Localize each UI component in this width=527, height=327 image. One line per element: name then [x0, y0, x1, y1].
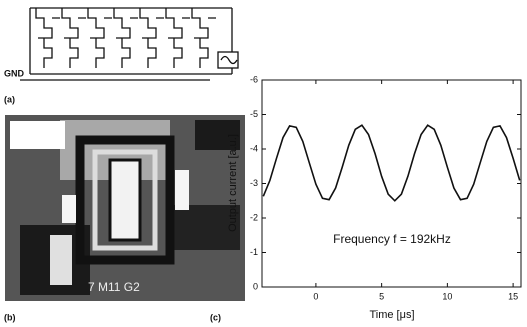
y-tick-label: -6 [250, 74, 258, 84]
y-axis-title: Output current [a.u.] [227, 134, 239, 232]
panel-label: (b) [4, 312, 16, 322]
inverter-stage [88, 8, 112, 68]
chip-marking: 7 M11 G2 [88, 280, 140, 294]
inverter-stage [140, 8, 164, 68]
x-tick-label: 15 [508, 291, 518, 301]
chip-pad [175, 170, 189, 210]
y-tick-label: 0 [253, 281, 258, 291]
chip-photo: 7 M11 G2 [5, 115, 245, 301]
y-tick-label: -1 [250, 247, 258, 257]
panel-label: (c) [210, 312, 221, 322]
inverter-stage [192, 8, 216, 68]
x-tick-label: 10 [442, 291, 452, 301]
y-tick-label: -4 [250, 143, 258, 153]
figure: GND (a) 7 M11 G2 (b) (c) Output current … [0, 0, 527, 327]
inverter-stage [166, 8, 190, 68]
inverter-stage [114, 8, 138, 68]
chip-resistor [50, 235, 72, 285]
x-tick-label: 5 [379, 291, 384, 301]
chip-core [110, 160, 140, 240]
ground-label: GND [4, 68, 25, 78]
chip-pad [62, 195, 76, 223]
y-tick-label: -2 [250, 212, 258, 222]
chip-pad [10, 121, 65, 149]
circuit-diagram: GND [4, 8, 238, 80]
y-tick-label: -5 [250, 109, 258, 119]
plot-frame [262, 80, 521, 287]
inverter-stage [62, 8, 86, 68]
panel-label: (a) [4, 94, 15, 104]
inverter-stage [36, 8, 60, 68]
x-tick-label: 0 [313, 291, 318, 301]
y-tick-label: -3 [250, 178, 258, 188]
x-axis-title: Time [μs] [369, 309, 414, 321]
signal-line [263, 125, 519, 201]
annotation: Frequency f = 192kHz [333, 232, 451, 246]
page: {"panels": {"a": "(a)", "b": "(b)", "c":… [0, 0, 527, 327]
